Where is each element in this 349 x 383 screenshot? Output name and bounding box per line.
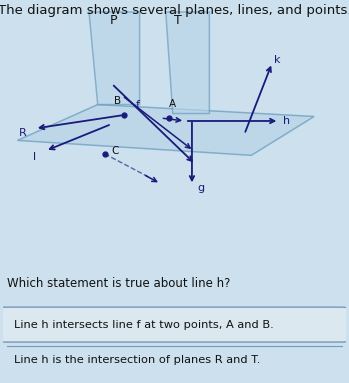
Polygon shape bbox=[17, 105, 314, 155]
Text: C: C bbox=[112, 146, 119, 156]
Text: Line h is the intersection of planes R and T.: Line h is the intersection of planes R a… bbox=[14, 355, 260, 365]
Polygon shape bbox=[89, 12, 140, 105]
Text: B: B bbox=[114, 96, 121, 106]
Text: k: k bbox=[274, 55, 281, 65]
Text: T: T bbox=[174, 15, 182, 28]
Polygon shape bbox=[166, 12, 209, 113]
FancyBboxPatch shape bbox=[0, 307, 349, 342]
Text: Which statement is true about line h?: Which statement is true about line h? bbox=[7, 277, 230, 290]
Text: f: f bbox=[136, 100, 140, 110]
Text: g: g bbox=[197, 183, 204, 193]
Text: R: R bbox=[19, 128, 27, 138]
Text: The diagram shows several planes, lines, and points.: The diagram shows several planes, lines,… bbox=[0, 5, 349, 18]
Text: Line h intersects line f at two points, A and B.: Line h intersects line f at two points, … bbox=[14, 319, 274, 330]
Text: A: A bbox=[169, 99, 176, 109]
Text: h: h bbox=[283, 116, 290, 126]
Text: l: l bbox=[34, 152, 36, 162]
Text: P: P bbox=[110, 15, 117, 28]
